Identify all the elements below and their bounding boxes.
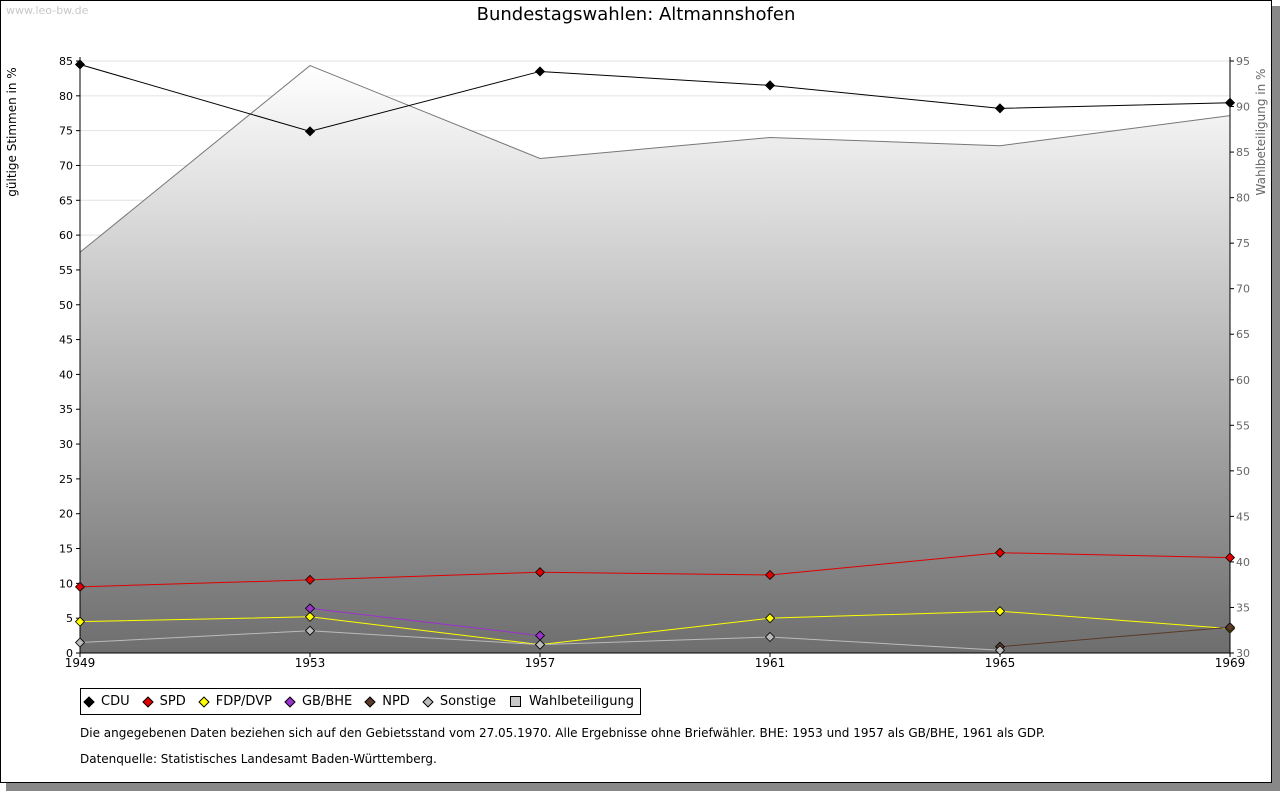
y2-tick-label: 95 xyxy=(1236,55,1250,68)
legend-marker-sonstige xyxy=(422,695,434,708)
series-line-cdu xyxy=(79,64,1231,132)
y-axis-title: gültige Stimmen in % xyxy=(5,67,19,196)
frame-shadow-right xyxy=(1272,6,1280,791)
legend-marker-fdp-dvp xyxy=(198,695,210,708)
data-point-fdp-dvp xyxy=(74,616,86,627)
y-tick-label: 85 xyxy=(59,55,73,68)
y2-tick-label: 55 xyxy=(1236,419,1250,432)
legend-item-npd: NPD xyxy=(364,694,410,709)
chart-title: Bundestagswahlen: Altmannshofen xyxy=(476,4,796,25)
legend: CDU SPD FDP/DVP GB/BHE NPD Sonstige Wahlbeteil… xyxy=(80,688,642,715)
data-point-fdp-dvp xyxy=(994,606,1006,617)
y-tick-label: 55 xyxy=(59,264,73,277)
y-tick-label: 75 xyxy=(59,125,73,138)
data-point-cdu xyxy=(764,80,776,91)
y2-tick-label: 90 xyxy=(1236,101,1250,114)
legend-marker-cdu xyxy=(83,695,95,708)
y-tick-label: 70 xyxy=(59,159,73,172)
data-point-cdu xyxy=(74,59,86,70)
y-tick-label: 80 xyxy=(59,90,73,103)
y2-tick-label: 75 xyxy=(1236,237,1250,250)
y-tick-label: 5 xyxy=(66,612,73,625)
data-point-fdp-dvp xyxy=(304,611,316,622)
watermark: www.leo-bw.de xyxy=(6,4,89,17)
legend-label: SPD xyxy=(159,694,186,709)
x-tick-label: 1957 xyxy=(525,656,556,670)
frame-shadow-bottom xyxy=(6,783,1280,791)
x-tick-label: 1961 xyxy=(755,656,786,670)
data-point-spd xyxy=(304,574,316,585)
x-tick-label: 1953 xyxy=(295,656,326,670)
series-line-npd xyxy=(999,626,1231,648)
series-line-spd xyxy=(79,552,1231,588)
y-tick-label: 15 xyxy=(59,543,73,556)
y-tick-label: 65 xyxy=(59,194,73,207)
data-point-npd xyxy=(1224,622,1236,633)
data-point-sonstige xyxy=(534,639,546,650)
y-tick-label: 45 xyxy=(59,334,73,347)
y2-tick-label: 80 xyxy=(1236,192,1250,205)
y2-axis-title: Wahlbeteiligung in % xyxy=(1254,69,1268,196)
data-point-gb-bhe xyxy=(304,603,316,614)
turnout-area xyxy=(80,65,1230,654)
y2-tick-label: 35 xyxy=(1236,601,1250,614)
y2-tick-label: 85 xyxy=(1236,146,1250,159)
data-point-spd xyxy=(994,547,1006,558)
legend-marker-wahlbeteiligung xyxy=(510,696,521,707)
data-point-sonstige xyxy=(74,637,86,648)
legend-label: GB/BHE xyxy=(301,694,353,709)
data-point-sonstige xyxy=(304,625,316,636)
y-tick-label: 10 xyxy=(59,577,73,590)
y2-tick-label: 30 xyxy=(1236,647,1250,660)
data-point-cdu xyxy=(994,103,1006,114)
data-point-cdu xyxy=(304,126,316,137)
y2-tick-label: 50 xyxy=(1236,465,1250,478)
y2-tick-label: 60 xyxy=(1236,374,1250,387)
y-tick-label: 35 xyxy=(59,403,73,416)
data-point-spd xyxy=(764,569,776,581)
data-point-cdu xyxy=(1224,97,1236,108)
legend-item-spd: SPD xyxy=(141,694,186,709)
data-point-fdp-dvp xyxy=(764,613,776,624)
legend-marker-spd xyxy=(141,695,154,708)
legend-label: NPD xyxy=(382,694,410,709)
data-point-cdu xyxy=(534,66,546,77)
y-tick-label: 40 xyxy=(59,368,73,381)
data-point-spd xyxy=(534,567,546,578)
legend-label: CDU xyxy=(101,694,130,709)
y-tick-label: 30 xyxy=(59,438,73,451)
legend-marker-gb-bhe xyxy=(284,695,296,708)
y2-tick-label: 70 xyxy=(1236,283,1250,296)
x-tick-label: 1969 xyxy=(1215,656,1246,670)
data-point-spd xyxy=(1224,552,1236,563)
legend-label: Sonstige xyxy=(439,694,496,709)
y2-tick-label: 45 xyxy=(1236,510,1250,523)
data-point-sonstige xyxy=(994,645,1006,656)
legend-item-sonstige: Sonstige xyxy=(422,694,496,709)
legend-item-cdu: CDU xyxy=(83,694,130,709)
y-tick-label: 50 xyxy=(59,299,73,312)
y-tick-label: 20 xyxy=(59,508,73,521)
series-line-gb-bhe xyxy=(309,607,541,637)
data-point-sonstige xyxy=(764,631,776,643)
y-tick-label: 60 xyxy=(59,229,73,242)
legend-item-wahlbeteiligung: Wahlbeteiligung xyxy=(510,694,634,709)
legend-label: Wahlbeteiligung xyxy=(529,694,635,709)
footnote: Die angegebenen Daten beziehen sich auf … xyxy=(80,726,1046,740)
data-point-spd xyxy=(74,581,86,592)
legend-item-gb-bhe: GB/BHE xyxy=(284,694,353,709)
legend-label: FDP/DVP xyxy=(215,694,272,709)
series-line-fdp-dvp xyxy=(79,610,1231,646)
y-tick-label: 25 xyxy=(59,473,73,486)
x-tick-label: 1949 xyxy=(65,656,96,670)
y-tick-label: 0 xyxy=(66,647,73,660)
turnout-line xyxy=(79,64,1231,253)
y2-tick-label: 40 xyxy=(1236,556,1250,569)
data-source: Datenquelle: Statistisches Landesamt Bad… xyxy=(80,752,437,766)
y2-tick-label: 65 xyxy=(1236,328,1250,341)
legend-item-fdp-dvp: FDP/DVP xyxy=(198,694,272,709)
x-tick-label: 1965 xyxy=(985,656,1016,670)
legend-marker-npd xyxy=(364,695,376,708)
